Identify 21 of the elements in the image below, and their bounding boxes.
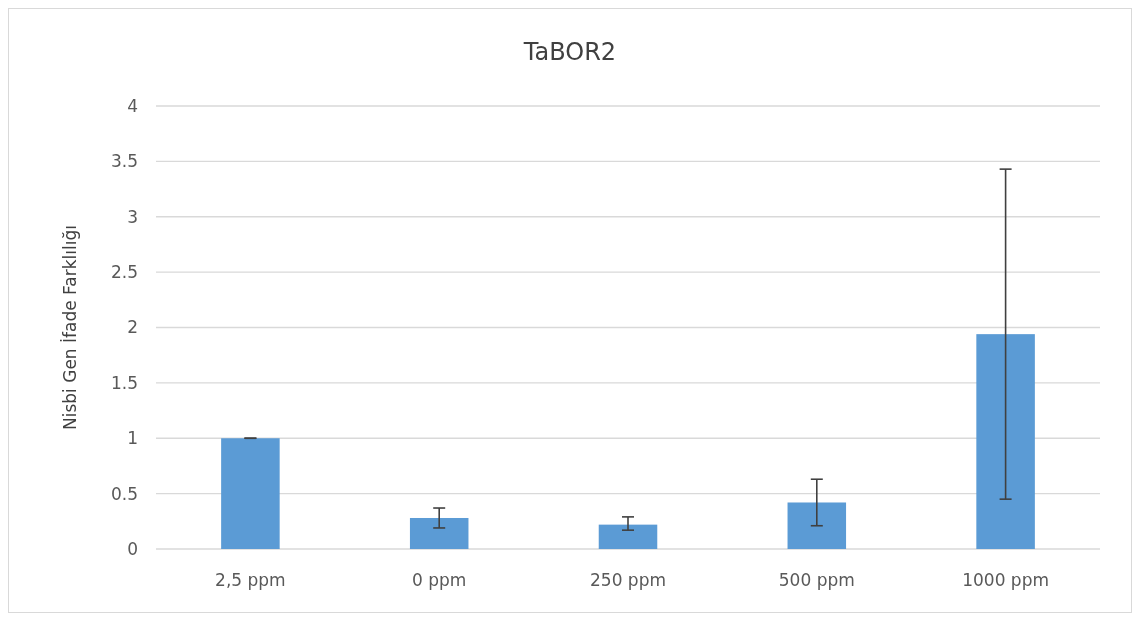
bar (598, 524, 658, 549)
y-tick-label: 2.5 (110, 262, 138, 283)
bar (787, 502, 847, 549)
x-tick-label: 250 ppm (590, 570, 666, 590)
y-tick-label: 4 (127, 95, 138, 116)
bar (409, 517, 469, 549)
y-tick-label: 1 (127, 428, 138, 449)
y-tick-label: 0 (127, 538, 138, 559)
x-tick-label: 2,5 ppm (215, 570, 286, 590)
bar (221, 438, 280, 549)
y-tick-label: 3 (127, 206, 138, 227)
y-tick-label: 0.5 (110, 483, 138, 504)
bar (976, 334, 1035, 549)
y-axis-title: Nisbi Gen İfade Farklılığı (60, 225, 80, 430)
y-tick-label: 1.5 (110, 372, 138, 393)
y-tick-label: 2 (127, 317, 138, 338)
chart-title: TaBOR2 (522, 38, 617, 66)
y-tick-label: 3.5 (110, 151, 138, 172)
x-tick-label: 500 ppm (778, 570, 855, 590)
x-tick-label: 1000 ppm (962, 570, 1050, 590)
x-tick-label: 0 ppm (412, 570, 467, 590)
